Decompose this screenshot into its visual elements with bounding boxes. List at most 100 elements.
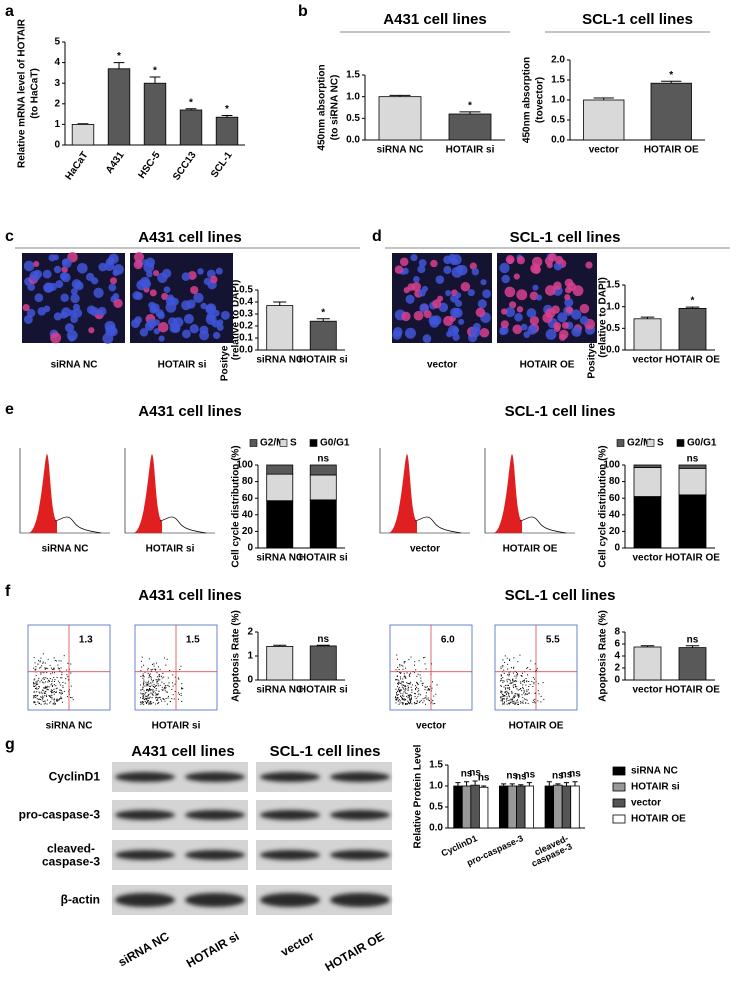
flow-event xyxy=(526,699,528,701)
flow-event xyxy=(141,703,143,705)
annotation: ns xyxy=(515,771,527,782)
bar xyxy=(570,785,580,829)
flow-event xyxy=(159,696,161,698)
flow-event xyxy=(33,701,35,703)
cell-nucleus xyxy=(142,259,149,266)
quadrant-value: 5.5 xyxy=(546,635,560,646)
image-label: HOTAIR si xyxy=(146,544,195,555)
flow-event xyxy=(44,695,46,697)
cell-nucleus xyxy=(469,326,481,338)
flow-event xyxy=(151,693,153,695)
flow-event xyxy=(500,668,502,670)
flow-event xyxy=(513,657,515,659)
flow-event xyxy=(540,701,542,703)
flow-event xyxy=(159,669,161,671)
y-tick-label: 0.2 xyxy=(239,321,253,332)
flow-event xyxy=(509,682,511,684)
flow-event xyxy=(500,666,502,668)
bar xyxy=(561,785,572,829)
flow-event xyxy=(435,693,437,695)
flow-event xyxy=(404,699,406,701)
cell-nucleus xyxy=(107,256,115,264)
error-bar xyxy=(273,644,287,647)
flow-event xyxy=(64,682,66,684)
flow-event xyxy=(399,691,401,693)
y-tick-label: 40 xyxy=(609,509,621,520)
x-tick-label: siRNA NC xyxy=(377,145,424,156)
flow-event xyxy=(402,698,404,700)
cell-nucleus xyxy=(432,299,442,309)
flow-event xyxy=(34,678,36,680)
flow-event xyxy=(395,692,397,694)
flow-event xyxy=(145,692,147,694)
error-bar xyxy=(555,783,561,786)
flow-event xyxy=(55,691,57,693)
flow-event xyxy=(522,680,524,682)
flow-event xyxy=(512,678,514,680)
flow-event xyxy=(70,663,72,665)
cell-nucleus xyxy=(554,255,564,264)
y-tick-label: 20 xyxy=(242,526,254,537)
flow-event xyxy=(37,694,39,696)
flow-event xyxy=(418,660,420,662)
histogram-curve xyxy=(159,516,207,534)
legend-label: G0/G1 xyxy=(320,438,350,449)
error-bar xyxy=(149,76,161,84)
cell-nucleus xyxy=(479,327,490,338)
flow-event xyxy=(507,700,509,702)
flow-event xyxy=(162,698,164,700)
flow-event xyxy=(506,698,508,700)
flow-event xyxy=(506,657,508,659)
flow-event xyxy=(155,697,157,699)
cell-nucleus xyxy=(527,325,537,335)
cell-nucleus xyxy=(153,328,160,335)
histogram-axes xyxy=(19,448,110,534)
cell-nucleus xyxy=(526,308,537,318)
flow-event xyxy=(66,669,68,671)
flow-event xyxy=(508,671,510,673)
flow-event xyxy=(521,672,523,674)
bar xyxy=(633,496,662,549)
flow-event xyxy=(142,684,144,686)
flow-event xyxy=(43,672,45,674)
y-axis-label: 450nm absorption xyxy=(522,57,533,143)
flow-event xyxy=(167,677,169,679)
bar xyxy=(215,116,239,146)
error-bar xyxy=(526,782,532,786)
cell-nucleus xyxy=(133,260,143,270)
flow-event xyxy=(400,672,402,674)
y-tick-label: 1.0 xyxy=(346,91,360,102)
y-axis-label: 450nm absorption xyxy=(317,64,328,150)
flow-event xyxy=(161,681,163,683)
flow-event xyxy=(156,681,158,683)
flow-event xyxy=(509,658,511,660)
flow-event xyxy=(152,688,154,690)
flow-event xyxy=(147,690,149,692)
flow-event xyxy=(524,698,526,700)
flow-event xyxy=(505,687,507,689)
flow-event xyxy=(148,677,150,679)
flow-event xyxy=(44,668,46,670)
blot-band xyxy=(115,893,175,907)
flow-event xyxy=(512,682,514,684)
flow-event xyxy=(59,689,61,691)
cell-nucleus xyxy=(163,286,171,293)
flow-event xyxy=(50,690,52,692)
cell-nucleus xyxy=(70,288,78,296)
flow-event xyxy=(404,686,406,688)
flow-event xyxy=(409,699,411,701)
flow-event xyxy=(166,703,168,705)
flow-event xyxy=(62,685,64,687)
flow-event xyxy=(514,686,516,688)
flow-event xyxy=(404,685,406,687)
flow-event xyxy=(42,696,44,698)
x-tick-label: vector xyxy=(632,553,662,564)
legend-label: S xyxy=(290,438,297,449)
flow-event xyxy=(145,681,147,683)
flow-event xyxy=(152,694,154,696)
flow-event xyxy=(35,683,37,685)
flow-event xyxy=(407,697,409,699)
flow-event xyxy=(502,666,504,668)
flow-event xyxy=(39,698,41,700)
flow-event xyxy=(514,684,516,686)
